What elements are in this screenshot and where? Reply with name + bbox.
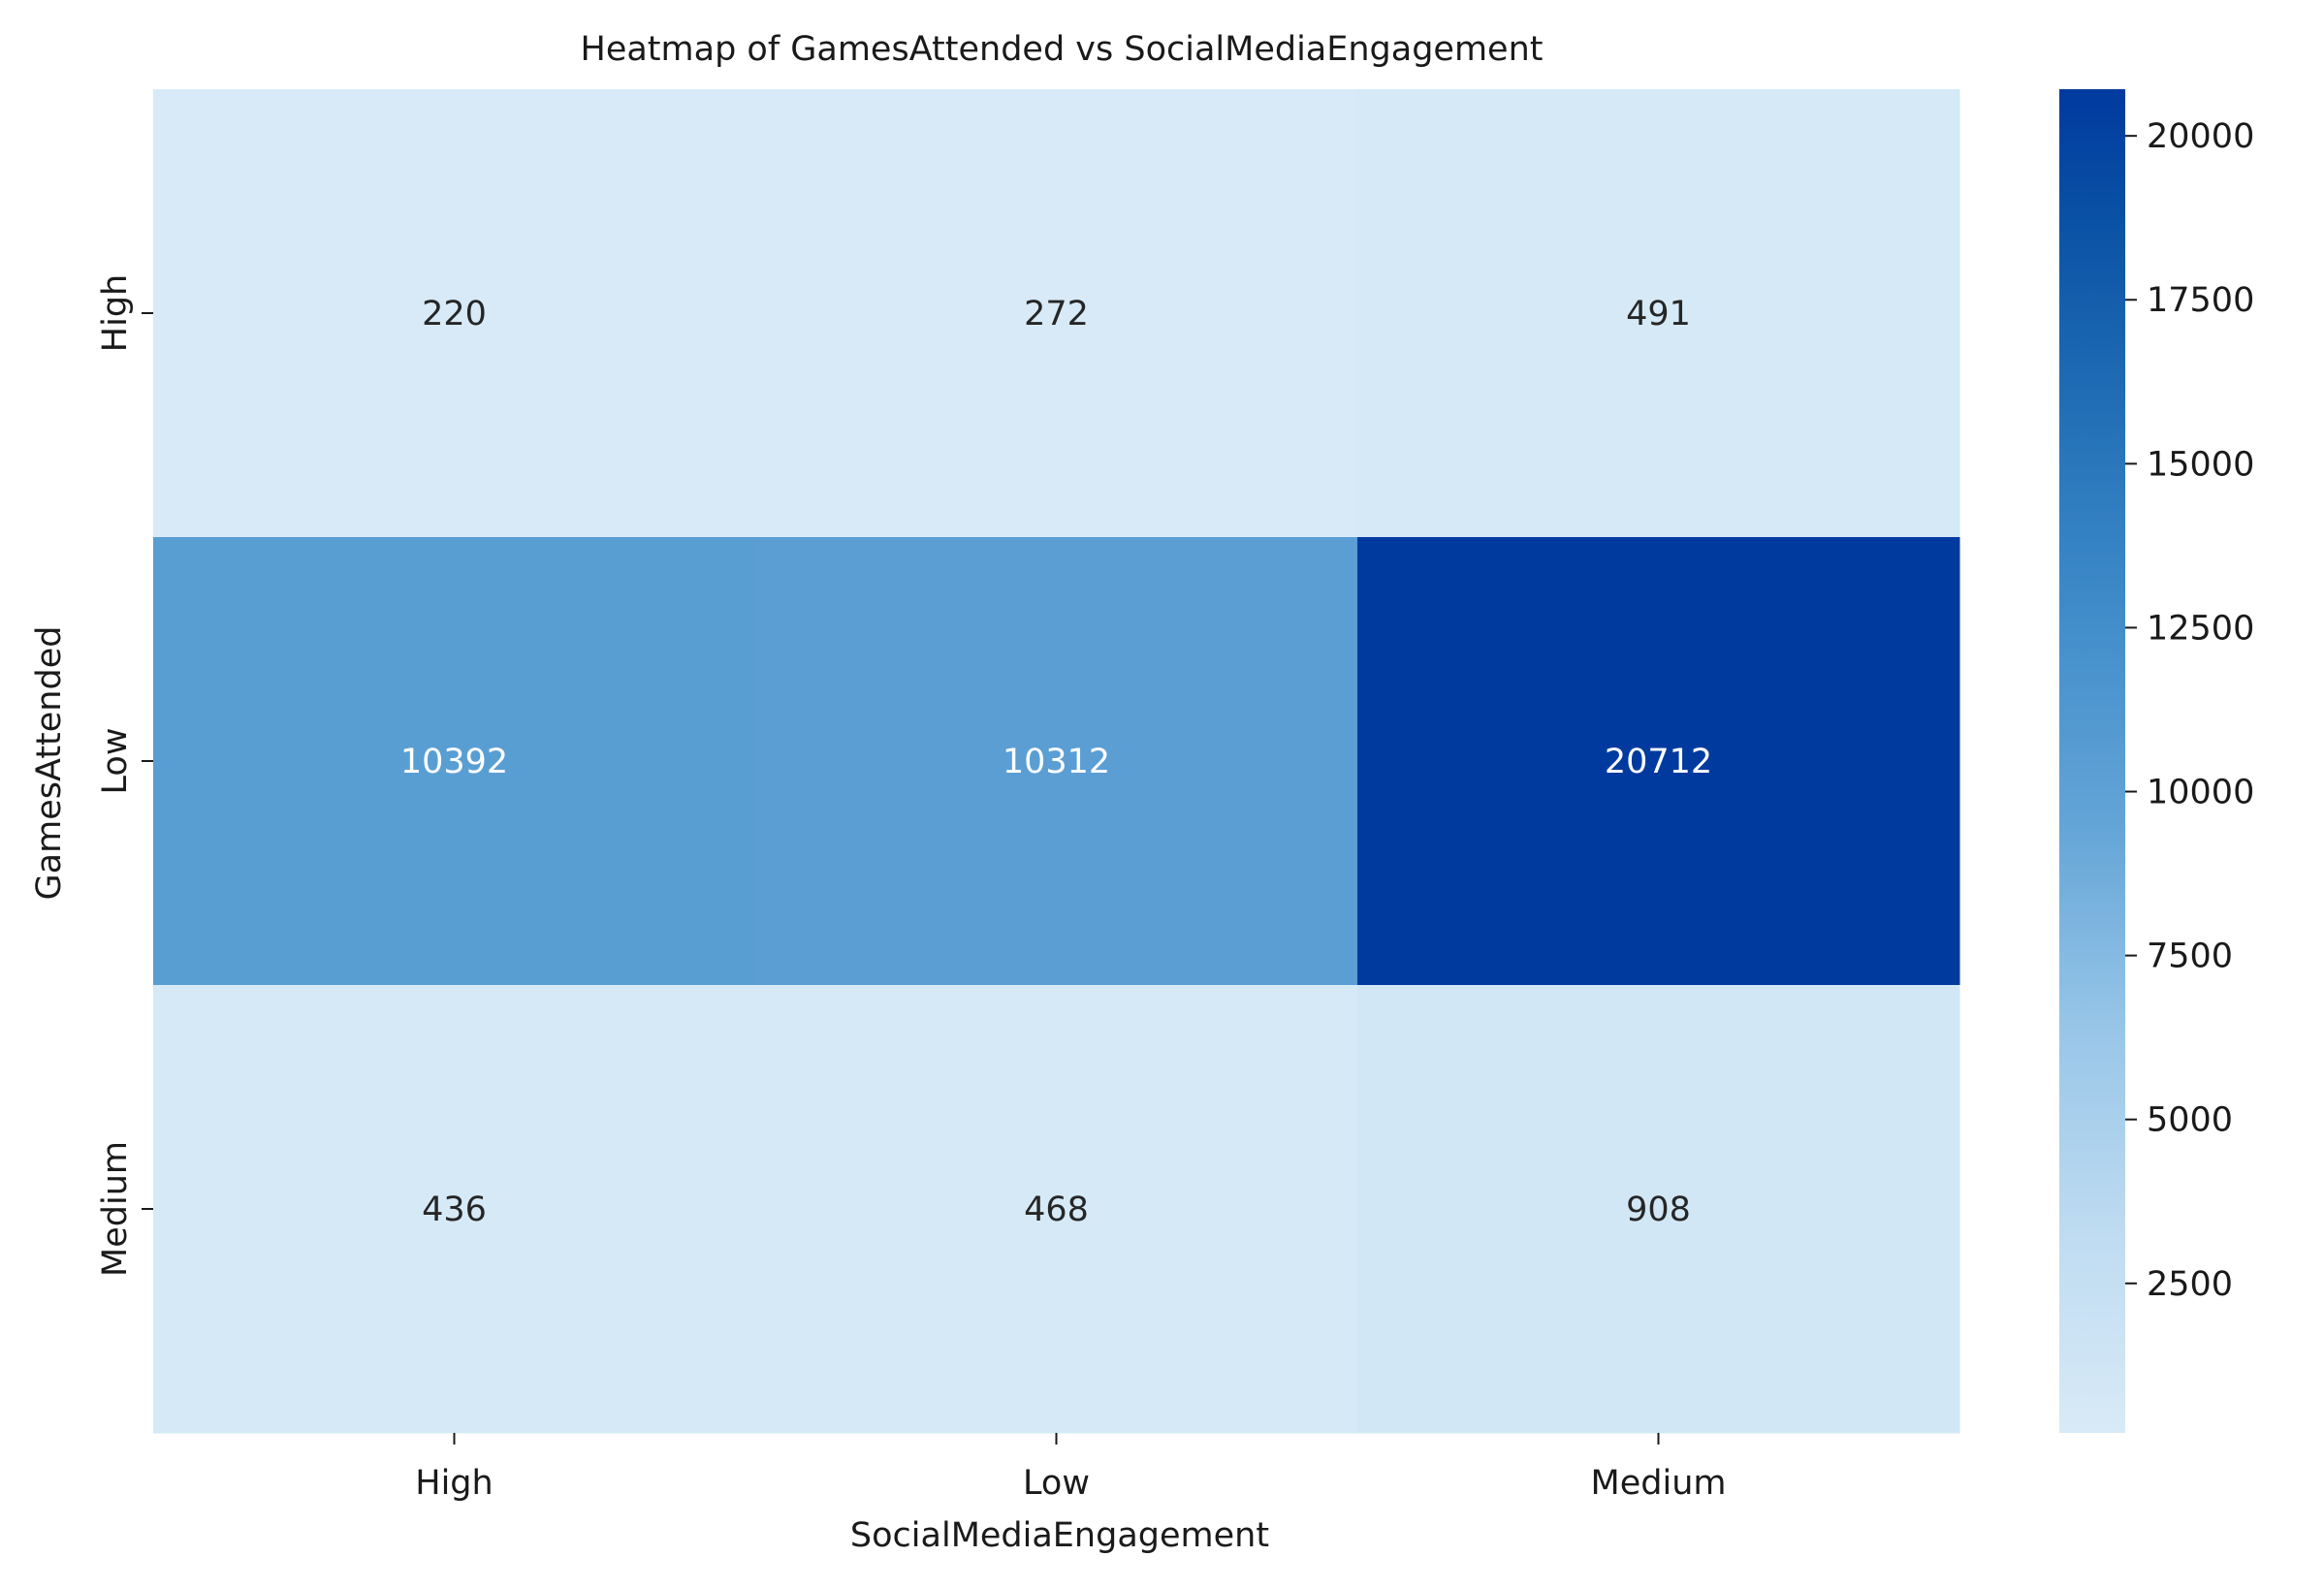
x-axis: High Low Medium bbox=[415, 1433, 1726, 1503]
heatmap-cell bbox=[153, 537, 756, 986]
y-tick-label: Medium bbox=[96, 1141, 135, 1277]
heatmap-cells: 220 272 491 10392 10312 20712 436 468 908 bbox=[153, 89, 1960, 1434]
cell-value-label: 468 bbox=[1024, 1191, 1089, 1229]
chart-title: Heatmap of GamesAttended vs SocialMediaE… bbox=[581, 30, 1544, 69]
heatmap-cell bbox=[1357, 985, 1960, 1434]
x-tick-label: Low bbox=[1023, 1464, 1090, 1503]
heatmap-cell bbox=[153, 985, 756, 1434]
cell-value-label: 20712 bbox=[1605, 743, 1712, 781]
colorbar-tick-label: 10000 bbox=[2147, 774, 2254, 812]
cell-value-label: 908 bbox=[1626, 1191, 1691, 1229]
colorbar-tick-label: 17500 bbox=[2147, 281, 2254, 320]
colorbar-tick-label: 5000 bbox=[2147, 1101, 2233, 1140]
y-tick-label: Low bbox=[96, 728, 135, 795]
colorbar-tick-label: 12500 bbox=[2147, 609, 2254, 648]
y-axis: High Low Medium bbox=[96, 274, 153, 1277]
cell-value-label: 10312 bbox=[1003, 743, 1110, 781]
x-tick-label: High bbox=[415, 1464, 493, 1503]
cell-value-label: 491 bbox=[1626, 295, 1691, 333]
cell-value-label: 220 bbox=[422, 295, 487, 333]
heatmap-cell bbox=[1357, 537, 1960, 986]
x-tick-label: Medium bbox=[1591, 1464, 1727, 1503]
colorbar-tick-label: 15000 bbox=[2147, 445, 2254, 484]
x-axis-label: SocialMediaEngagement bbox=[850, 1516, 1269, 1555]
colorbar-gradient bbox=[2059, 89, 2125, 1433]
colorbar-tick-label: 20000 bbox=[2147, 117, 2254, 156]
cell-value-label: 10392 bbox=[400, 743, 508, 781]
cell-value-label: 272 bbox=[1024, 295, 1089, 333]
colorbar-tick-label: 7500 bbox=[2147, 937, 2233, 976]
y-axis-label: GamesAttended bbox=[30, 626, 69, 901]
heatmap-cell bbox=[755, 537, 1358, 986]
heatmap-cell bbox=[153, 89, 756, 538]
cell-value-label: 436 bbox=[422, 1191, 487, 1229]
y-tick-label: High bbox=[96, 274, 135, 352]
colorbar-tick-label: 2500 bbox=[2147, 1265, 2233, 1304]
heatmap-cell bbox=[755, 985, 1358, 1434]
heatmap-cell bbox=[1357, 89, 1960, 538]
colorbar: 2500 5000 7500 10000 12500 15000 17500 20000 bbox=[2059, 89, 2254, 1433]
heatmap-cell bbox=[755, 89, 1358, 538]
